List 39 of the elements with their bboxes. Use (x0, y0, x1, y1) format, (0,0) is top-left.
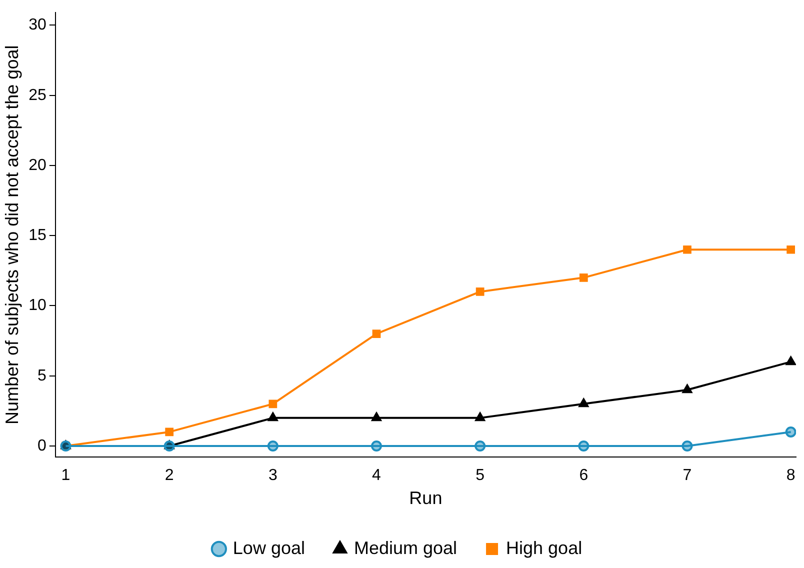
point (785, 426, 796, 438)
point (579, 273, 588, 282)
point (578, 440, 590, 452)
x-tick-label: 8 (786, 467, 796, 484)
y-tick-label: 30 (28, 16, 46, 34)
x-tick-label: 1 (61, 467, 70, 484)
point (268, 412, 278, 422)
point (372, 330, 381, 338)
point (474, 440, 486, 452)
y-tick-label: 20 (28, 156, 46, 174)
point (476, 288, 484, 296)
point (165, 428, 174, 436)
legend-label: Low goal (232, 538, 305, 558)
y-tick-label: 25 (28, 86, 46, 104)
x-tick-label: 2 (164, 467, 174, 484)
point (682, 384, 692, 394)
y-axis-title: Number of subjects who did not accept the goal (2, 45, 22, 425)
x-tick-label: 6 (579, 467, 588, 484)
point (786, 356, 796, 366)
y-tick-label: 5 (37, 367, 46, 384)
x-tick-label: 3 (268, 467, 278, 484)
x-tick-label: 5 (476, 467, 485, 484)
legend-label: Medium goal (354, 538, 458, 558)
y-tick-label: 10 (28, 297, 46, 314)
point (372, 412, 382, 422)
point (682, 440, 693, 452)
point (267, 440, 278, 452)
point (475, 412, 485, 422)
point (268, 400, 278, 408)
point (683, 245, 692, 254)
y-tick-label: 15 (28, 227, 46, 244)
y-tick-label: 0 (37, 437, 46, 454)
x-axis-title: Run (409, 488, 442, 508)
legend-label: High goal (506, 538, 582, 558)
point (578, 398, 589, 408)
point (371, 440, 382, 452)
x-tick-label: 7 (682, 467, 692, 484)
x-tick-label: 4 (372, 467, 382, 484)
point (786, 245, 796, 254)
